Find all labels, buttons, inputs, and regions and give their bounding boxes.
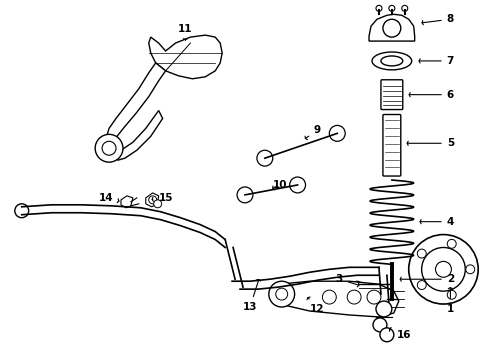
Circle shape (447, 290, 456, 299)
Circle shape (154, 200, 162, 208)
Circle shape (347, 290, 361, 304)
Text: 3: 3 (336, 274, 359, 287)
Circle shape (373, 318, 387, 332)
Circle shape (329, 125, 345, 141)
Circle shape (417, 280, 426, 289)
Text: 7: 7 (419, 56, 454, 66)
Circle shape (466, 265, 475, 274)
Text: 4: 4 (420, 217, 454, 227)
Polygon shape (369, 14, 415, 41)
Text: 1: 1 (447, 288, 454, 314)
Text: 14: 14 (99, 193, 119, 203)
Circle shape (322, 290, 336, 304)
Circle shape (380, 328, 394, 342)
FancyBboxPatch shape (381, 80, 403, 109)
Polygon shape (106, 63, 166, 160)
Circle shape (15, 204, 29, 218)
Polygon shape (280, 281, 399, 317)
Text: 5: 5 (407, 138, 454, 148)
Text: 9: 9 (305, 125, 321, 140)
Text: 15: 15 (152, 193, 173, 203)
Text: 8: 8 (422, 14, 454, 25)
Text: 10: 10 (272, 180, 287, 190)
Circle shape (409, 235, 478, 304)
Text: 13: 13 (243, 279, 261, 312)
Text: 11: 11 (178, 24, 193, 40)
Circle shape (367, 290, 381, 304)
FancyBboxPatch shape (383, 114, 401, 176)
Polygon shape (121, 196, 133, 208)
Circle shape (269, 281, 294, 307)
Circle shape (417, 249, 426, 258)
Circle shape (436, 261, 451, 277)
Circle shape (376, 301, 392, 317)
Circle shape (290, 177, 306, 193)
Circle shape (237, 187, 253, 203)
Circle shape (149, 196, 157, 204)
Circle shape (257, 150, 273, 166)
Text: 6: 6 (409, 90, 454, 100)
Text: 2: 2 (400, 274, 454, 284)
Polygon shape (146, 193, 159, 207)
Circle shape (95, 134, 123, 162)
Polygon shape (149, 35, 222, 79)
Circle shape (447, 239, 456, 248)
Text: 12: 12 (307, 297, 325, 314)
Text: 16: 16 (390, 328, 411, 340)
